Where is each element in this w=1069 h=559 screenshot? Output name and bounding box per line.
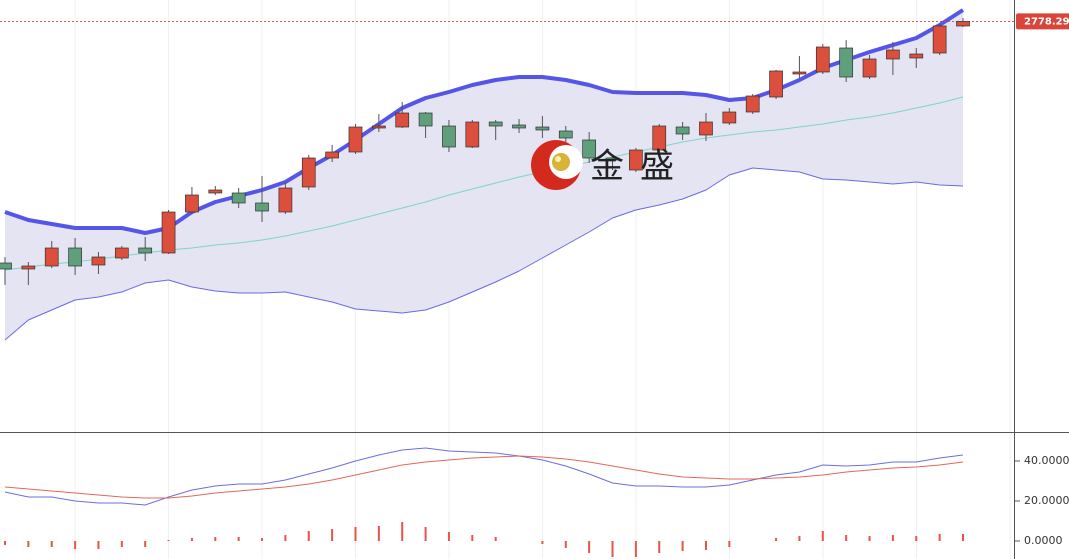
- lower-band: [4, 167, 964, 341]
- histogram-bar: [728, 541, 731, 547]
- candle-body: [0, 262, 12, 270]
- histogram-bar: [471, 535, 474, 541]
- histogram-bar: [611, 541, 614, 557]
- histogram-bar: [120, 541, 123, 547]
- last-price-label: 2778.29: [1024, 16, 1069, 27]
- band-area: [5, 10, 963, 340]
- candle-body: [44, 247, 59, 267]
- histogram-bar: [891, 535, 894, 541]
- y-tick-label: 20.0000: [1024, 494, 1069, 507]
- candle-body: [512, 124, 526, 129]
- candle-body: [815, 46, 830, 73]
- candle-body: [278, 187, 293, 213]
- logo-ball: [552, 153, 570, 171]
- histogram-bar: [4, 541, 6, 545]
- candle-body: [488, 121, 503, 127]
- histogram-bar: [307, 531, 310, 541]
- y-tick-label: 40.0000: [1024, 454, 1069, 467]
- candle-body: [395, 112, 410, 128]
- candle-body: [535, 126, 550, 131]
- candle-body: [886, 49, 900, 60]
- candle-body: [68, 247, 82, 267]
- histogram-bar: [845, 535, 848, 541]
- candle-body: [138, 247, 153, 254]
- candle-body: [675, 126, 690, 135]
- watermark-text: 金: [590, 147, 624, 187]
- candle-body: [301, 157, 316, 188]
- y-tick-label: 0.0000: [1024, 534, 1063, 547]
- histogram-bar: [284, 535, 287, 541]
- candle-body: [769, 70, 783, 98]
- histogram-bar: [588, 541, 591, 553]
- histogram-bar: [494, 537, 497, 541]
- candle-body: [231, 192, 246, 204]
- price-panel: 2778.29: [0, 8, 1069, 341]
- candle-body: [255, 202, 269, 212]
- candle-body: [909, 53, 924, 59]
- histogram-bar: [447, 532, 450, 541]
- histogram-bar: [775, 538, 778, 541]
- watermark: [531, 140, 583, 190]
- histogram-bar: [634, 541, 637, 557]
- histogram-bar: [331, 529, 334, 541]
- candle-body: [652, 125, 667, 151]
- candle-body: [629, 149, 643, 171]
- histogram-bar: [261, 538, 264, 541]
- candle-body: [465, 121, 480, 148]
- histogram-bar: [354, 527, 357, 541]
- indicator-panel: 40.0000 20.0000 0.0000: [4, 447, 1069, 557]
- candle-body: [348, 126, 363, 153]
- histogram-bar: [915, 536, 918, 541]
- histogram-bar: [237, 537, 240, 541]
- candle-body: [418, 112, 433, 127]
- candle-body: [605, 157, 620, 161]
- candle-body: [21, 265, 36, 270]
- candle-body: [839, 47, 854, 78]
- candle-body: [114, 247, 129, 259]
- candle-body: [161, 211, 176, 254]
- candle-body: [956, 21, 970, 27]
- histogram-bar: [681, 541, 684, 551]
- indicator-line: [4, 455, 964, 499]
- histogram-bar: [541, 541, 544, 544]
- histogram-bar: [50, 541, 53, 547]
- histogram-bar: [190, 538, 193, 541]
- candle-body: [91, 256, 106, 266]
- histogram-bar: [938, 534, 941, 541]
- candle-body: [745, 95, 760, 113]
- last-price-box: [1016, 13, 1069, 30]
- logo-shine: [555, 156, 561, 162]
- histogram-bar: [798, 536, 801, 541]
- histogram-bar: [868, 536, 871, 541]
- histogram-bar: [821, 531, 824, 541]
- candle-body: [185, 194, 199, 213]
- histogram-bar: [658, 541, 661, 553]
- histogram-bar: [74, 541, 77, 549]
- candle-body: [792, 71, 807, 75]
- candle-body: [325, 151, 339, 159]
- histogram-bar: [97, 541, 100, 549]
- histogram-bar: [564, 541, 567, 548]
- histogram-bar: [962, 534, 964, 541]
- watermark-text: 盛: [640, 147, 674, 187]
- histogram-bar: [144, 541, 147, 547]
- histogram-bar: [377, 526, 380, 541]
- candle-body: [862, 58, 877, 78]
- candle-body: [932, 25, 947, 54]
- histogram-bar: [167, 540, 170, 541]
- histogram-bar: [401, 522, 404, 541]
- candle-body: [582, 139, 596, 159]
- candle-body: [558, 130, 573, 139]
- histogram-bar: [424, 527, 427, 541]
- histogram-bar: [704, 541, 707, 550]
- candle-body: [208, 189, 223, 194]
- histogram-bar: [27, 541, 30, 547]
- candle-body: [722, 111, 737, 124]
- candle-body: [699, 121, 713, 136]
- candle-body: [372, 125, 386, 129]
- candle-body: [442, 125, 456, 148]
- histogram-bar: [214, 537, 217, 541]
